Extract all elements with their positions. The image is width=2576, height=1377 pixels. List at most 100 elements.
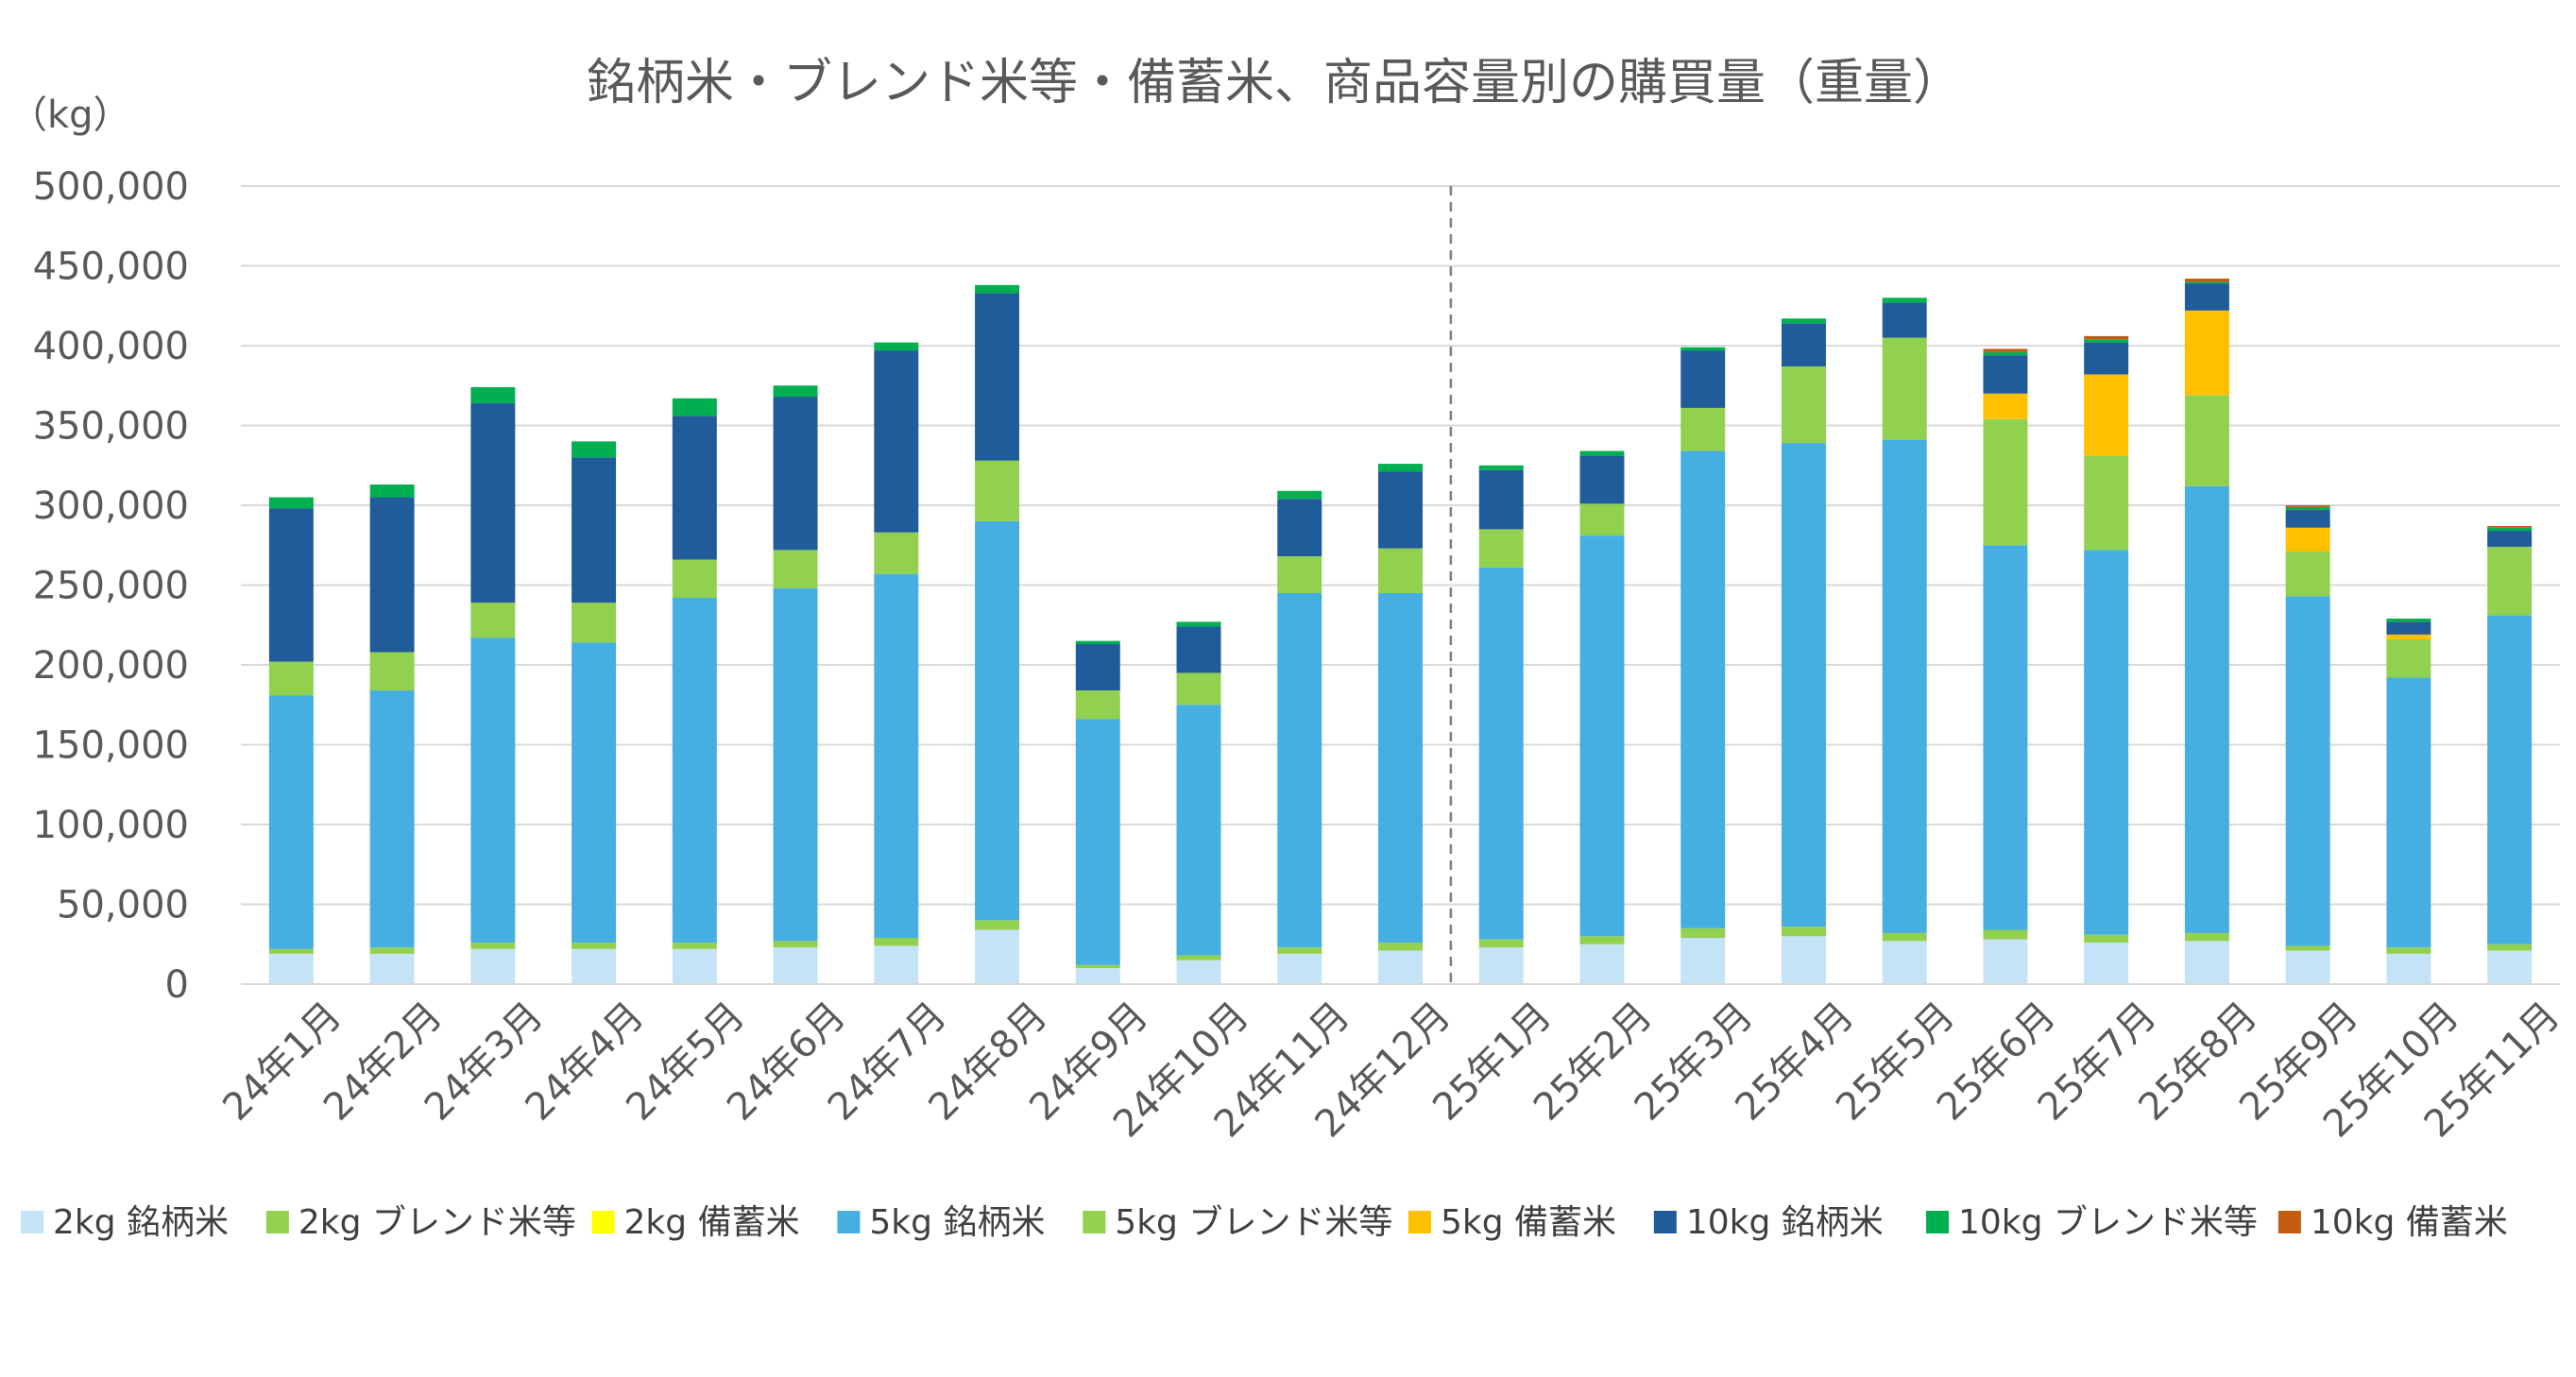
bar-segment — [874, 945, 919, 984]
bar-segment — [1378, 950, 1423, 984]
bar-segment — [1781, 926, 1826, 937]
bar-segment — [2285, 596, 2330, 946]
bar-segment — [2487, 950, 2533, 984]
bar-segment — [1680, 937, 1726, 984]
bar-segment — [470, 386, 516, 403]
bar-stack — [2184, 279, 2229, 984]
bar-segment — [1176, 621, 1221, 627]
y-axis-unit-label: （kg） — [9, 94, 131, 137]
legend-label: 10kg ブレンド米等 — [1958, 1203, 2258, 1242]
bar-segment — [369, 652, 415, 691]
legend-item: 2kg 銘柄米 — [21, 1203, 229, 1242]
bar-segment — [571, 603, 617, 643]
bar-segment — [1983, 355, 2028, 394]
bar-segment — [470, 402, 516, 604]
bar-segment — [2285, 527, 2330, 552]
bar-segment — [2386, 618, 2431, 622]
legend-swatch — [265, 1211, 289, 1233]
bar-segment — [1579, 450, 1625, 456]
bar-segment — [874, 937, 919, 946]
bar-segment — [975, 284, 1020, 294]
bar-segment — [1983, 929, 2028, 940]
legend-label: 5kg 銘柄米 — [869, 1203, 1045, 1242]
bar-stack — [1277, 490, 1322, 984]
bar-segment — [874, 342, 919, 351]
y-tick-label: 500,000 — [33, 165, 189, 209]
bar-segment — [1478, 939, 1524, 948]
bar-segment — [2084, 943, 2129, 984]
bar-segment — [672, 559, 717, 599]
legend-swatch — [1407, 1211, 1431, 1233]
bar-segment — [2285, 505, 2330, 507]
bar-segment — [2184, 283, 2229, 311]
bar-segment — [2084, 374, 2129, 456]
bar-stack — [1680, 347, 1726, 984]
bar-segment — [1378, 592, 1423, 944]
bar-segment — [2184, 941, 2229, 984]
legend-item: 10kg ブレンド米等 — [1925, 1203, 2258, 1242]
bar-segment — [1882, 337, 1927, 440]
bar-stack — [874, 342, 919, 984]
bar-segment — [874, 350, 919, 533]
legend-swatch — [2277, 1211, 2301, 1233]
bar-segment — [268, 497, 314, 509]
legend-swatch — [591, 1211, 615, 1233]
bar-stack — [571, 441, 617, 984]
bar-segment — [1579, 536, 1625, 937]
bar-stack — [1478, 465, 1524, 984]
bar-segment — [1983, 351, 2028, 356]
bar-segment — [571, 948, 617, 984]
legend-swatch — [1925, 1211, 1949, 1233]
bar-segment — [773, 947, 818, 984]
bar-segment — [1680, 350, 1726, 408]
bar-segment — [672, 948, 717, 984]
bar-segment — [1277, 556, 1322, 593]
legend-item: 10kg 備蓄米 — [2277, 1203, 2508, 1242]
bar-stack — [1882, 298, 1927, 984]
bar-stack — [1176, 621, 1221, 984]
chart-title: 銘柄米・ブレンド米等・備蓄米、商品容量別の購買量（重量） — [587, 55, 1962, 111]
bar-segment — [2386, 677, 2431, 948]
bar-stack — [369, 484, 415, 984]
bar-segment — [672, 416, 717, 560]
x-axis-ticks: 24年1月24年2月24年3月24年4月24年5月24年6月24年7月24年8月… — [214, 983, 2568, 1147]
bar-segment — [2184, 485, 2229, 933]
bar-segment — [268, 661, 314, 696]
y-tick-label: 0 — [165, 963, 189, 1007]
bar-segment — [2084, 339, 2129, 343]
bar-segment — [571, 441, 617, 458]
y-tick-label: 50,000 — [57, 884, 189, 927]
bar-segment — [1277, 947, 1322, 954]
bar-segment — [2386, 621, 2431, 635]
bar-segment — [369, 484, 415, 498]
bar-segment — [2184, 281, 2229, 284]
bar-segment — [268, 508, 314, 662]
bar-segment — [571, 642, 617, 944]
bar-segment — [1176, 626, 1221, 673]
bar-segment — [975, 929, 1020, 984]
bar-segment — [2487, 944, 2533, 951]
legend-label: 2kg 銘柄米 — [53, 1203, 229, 1242]
bar-stack — [773, 385, 818, 984]
y-tick-label: 150,000 — [33, 724, 189, 768]
bar-segment — [268, 948, 314, 954]
bar-segment — [1075, 640, 1120, 645]
bar-segment — [1882, 439, 1927, 933]
bar-segment — [1781, 366, 1826, 444]
bar-stack — [2487, 525, 2533, 984]
bar-segment — [1378, 548, 1423, 593]
bar-segment — [470, 948, 516, 984]
legend-swatch — [837, 1211, 861, 1233]
bar-segment — [1579, 944, 1625, 984]
bar-segment — [1882, 941, 1927, 984]
bar-segment — [2084, 335, 2129, 340]
bar-segment — [2285, 945, 2330, 951]
bar-segment — [2084, 455, 2129, 551]
bar-segment — [1781, 323, 1826, 366]
bar-segment — [672, 943, 717, 949]
bar-segment — [2487, 527, 2533, 532]
bar-segment — [1983, 939, 2028, 984]
bar-segment — [1579, 503, 1625, 536]
bar-segment — [1680, 407, 1726, 451]
